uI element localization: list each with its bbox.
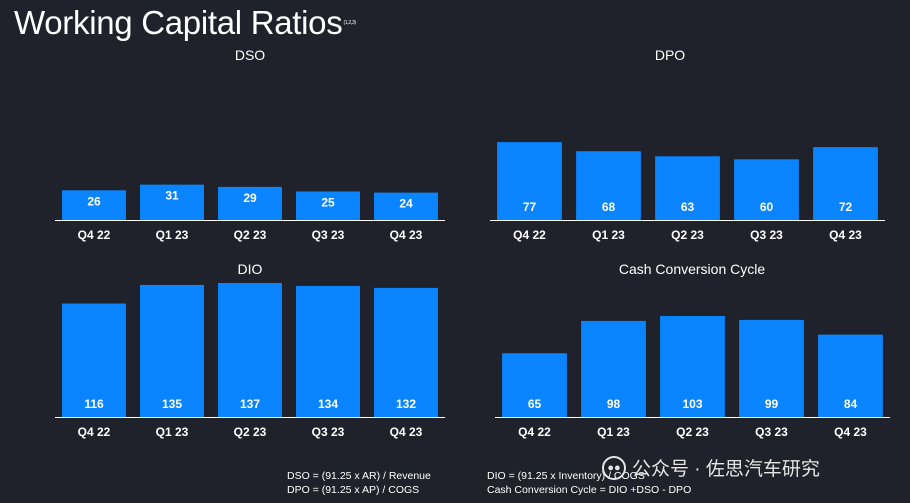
wechat-icon: ●●	[602, 455, 626, 480]
cash-conversion-cycle-chart-title: Cash Conversion Cycle	[619, 261, 765, 277]
dso-bar	[374, 192, 438, 220]
dio-value-label: 132	[396, 397, 416, 411]
cash-conversion-cycle-bar	[818, 334, 883, 417]
dso-value-label: 29	[243, 191, 257, 205]
dso-value-label: 31	[165, 189, 179, 203]
dpo-tick-label: Q3 23	[750, 228, 783, 242]
cash-conversion-cycle-bar	[581, 320, 646, 417]
dpo-bar	[576, 151, 641, 220]
dso-value-label: 26	[87, 194, 101, 208]
dpo-tick-label: Q4 22	[513, 228, 546, 242]
cash-conversion-cycle-value-label: 99	[765, 397, 779, 411]
dio-value-label: 134	[318, 397, 338, 411]
dpo-bar	[497, 142, 562, 220]
cash-conversion-cycle-tick-label: Q1 23	[597, 425, 630, 439]
dio-bar	[296, 285, 360, 417]
cash-conversion-cycle-value-label: 103	[682, 397, 702, 411]
dso-chart-title: DSO	[235, 47, 265, 63]
page-title-text: Working Capital Ratios	[14, 4, 343, 41]
dso-bar	[140, 184, 204, 220]
dpo-bar	[655, 156, 720, 220]
dpo-formula: DPO = (91.25 x AP) / COGS	[287, 484, 420, 496]
dso-value-label: 25	[321, 195, 335, 209]
dso-bar	[296, 191, 360, 220]
dpo-value-label: 72	[839, 200, 853, 214]
dso-tick-label: Q2 23	[234, 228, 267, 242]
dpo-value-label: 77	[523, 200, 537, 214]
cash-conversion-cycle-bar	[660, 316, 725, 417]
dpo-value-label: 60	[760, 200, 774, 214]
dso-bar	[218, 186, 282, 220]
dpo-tick-label: Q4 23	[829, 228, 862, 242]
cash-conversion-cycle-tick-label: Q2 23	[676, 425, 709, 439]
dso-value-label: 24	[399, 197, 413, 211]
dio-tick-label: Q3 23	[312, 425, 345, 439]
dpo-chart-title: DPO	[655, 47, 685, 63]
cash-conversion-cycle-value-label: 98	[607, 397, 621, 411]
dio-bar	[218, 283, 282, 417]
dpo-bar	[813, 147, 878, 220]
ccc-formula: Cash Conversion Cycle = DIO +DSO - DPO	[487, 484, 692, 496]
dpo-tick-label: Q1 23	[592, 228, 625, 242]
dso-tick-label: Q4 22	[78, 228, 111, 242]
dio-chart-title: DIO	[238, 261, 263, 277]
cash-conversion-cycle-value-label: 65	[528, 397, 542, 411]
dio-tick-label: Q2 23	[234, 425, 267, 439]
dio-tick-label: Q4 23	[390, 425, 423, 439]
cash-conversion-cycle-tick-label: Q3 23	[755, 425, 788, 439]
footnotes-left: DSO = (91.25 x AR) / Revenue DPO = (91.2…	[287, 469, 431, 497]
dso-bar	[62, 190, 126, 220]
dpo-bar	[734, 159, 799, 220]
page-title: Working Capital Ratios(1,2,3)	[14, 4, 356, 42]
dio-tick-label: Q4 22	[78, 425, 111, 439]
watermark-text: 公众号 · 佐思汽车研究	[632, 459, 820, 480]
dio-bar	[140, 284, 204, 417]
dio-value-label: 135	[162, 397, 182, 411]
dio-value-label: 137	[240, 397, 260, 411]
cash-conversion-cycle-bar	[502, 353, 567, 417]
cash-conversion-cycle-tick-label: Q4 22	[518, 425, 551, 439]
cash-conversion-cycle-value-label: 84	[844, 397, 858, 411]
dpo-value-label: 63	[681, 200, 695, 214]
dio-bar	[62, 303, 126, 417]
dio-value-label: 116	[84, 397, 104, 411]
dso-tick-label: Q3 23	[312, 228, 345, 242]
dpo-tick-label: Q2 23	[671, 228, 704, 242]
dpo-value-label: 68	[602, 200, 616, 214]
title-superscript: (1,2,3)	[343, 20, 356, 26]
watermark: ●● 公众号 · 佐思汽车研究	[602, 454, 820, 481]
dio-tick-label: Q1 23	[156, 425, 189, 439]
cash-conversion-cycle-tick-label: Q4 23	[834, 425, 867, 439]
dso-tick-label: Q1 23	[156, 228, 189, 242]
cash-conversion-cycle-bar	[739, 319, 804, 417]
dso-formula: DSO = (91.25 x AR) / Revenue	[287, 470, 431, 482]
dso-tick-label: Q4 23	[390, 228, 423, 242]
dio-bar	[374, 287, 438, 417]
